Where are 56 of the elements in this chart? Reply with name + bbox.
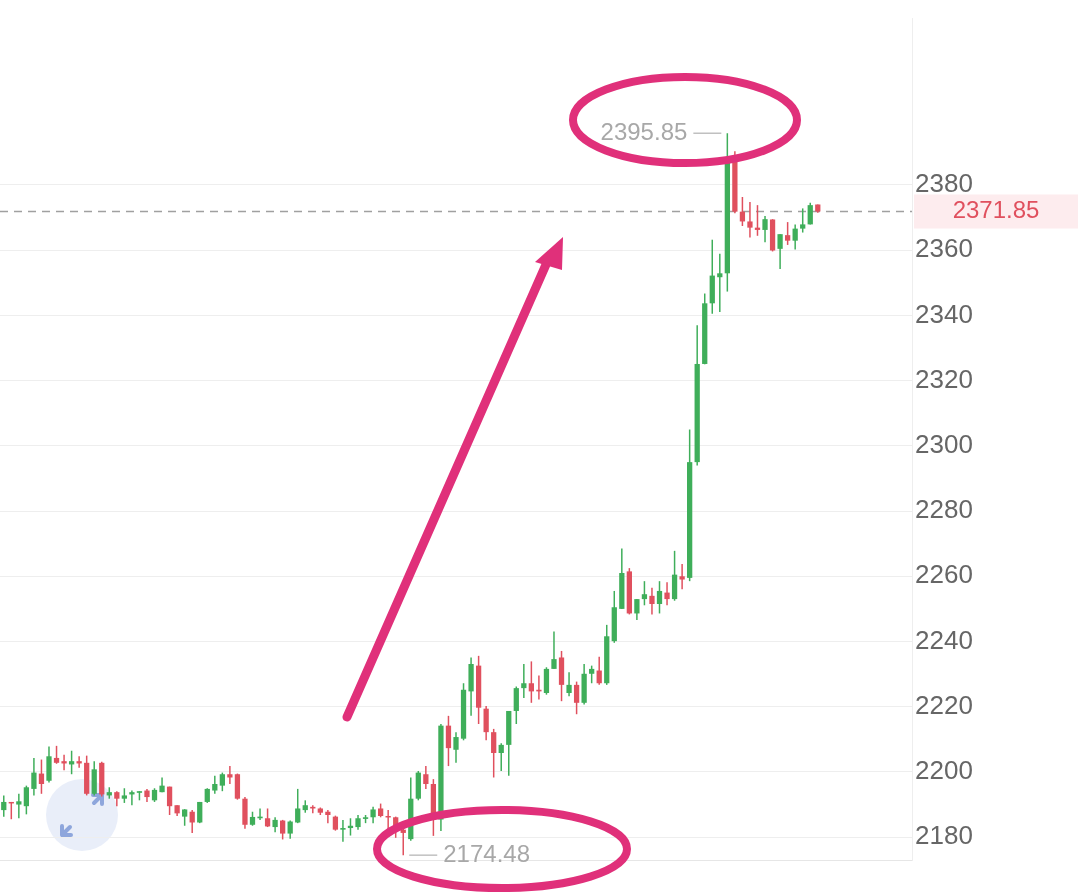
candlestick	[423, 765, 429, 790]
candlestick	[596, 656, 602, 686]
candlestick	[777, 233, 783, 270]
y-tick-label: 2280	[915, 494, 973, 525]
candlestick	[762, 215, 768, 244]
y-tick-label: 2340	[915, 298, 973, 329]
candlestick	[792, 223, 798, 251]
candlestick	[498, 742, 504, 772]
y-tick-label: 2180	[915, 820, 973, 851]
candlestick	[287, 819, 293, 840]
candlestick	[16, 793, 22, 820]
y-tick-label: 2200	[915, 755, 973, 786]
y-tick-label: 2360	[915, 233, 973, 264]
candlestick	[453, 731, 459, 764]
candlestick	[566, 671, 572, 698]
candlestick	[785, 221, 791, 246]
candlestick	[38, 758, 45, 795]
candlestick	[641, 580, 648, 607]
candlestick	[634, 598, 640, 621]
candlestick	[483, 705, 489, 742]
candlestick	[800, 207, 806, 234]
candlestick	[325, 809, 331, 824]
candlestick	[521, 663, 527, 699]
candlestick	[227, 765, 233, 785]
candlestick	[295, 788, 301, 824]
y-tick-label: 2260	[915, 559, 973, 590]
candlestick	[551, 630, 557, 670]
candlestick	[717, 252, 723, 313]
candlestick	[679, 563, 685, 591]
y-tick-label: 2320	[915, 363, 973, 394]
candlestick	[264, 807, 271, 828]
candlestick	[649, 586, 655, 616]
y-tick-label: 2220	[915, 689, 973, 720]
candlestick	[513, 685, 519, 725]
candlestick	[340, 819, 346, 843]
annotation: 2395.85	[600, 117, 688, 145]
candlestick	[61, 753, 67, 772]
y-tick-label: 2380	[915, 168, 973, 199]
ref-line-label: 2371.85	[952, 196, 1040, 224]
candlestick	[31, 757, 37, 797]
candlestick	[1, 794, 7, 818]
candlestick	[656, 580, 663, 615]
candlestick	[747, 201, 753, 239]
candlestick	[664, 581, 670, 607]
candlestick	[491, 728, 497, 779]
candlestick	[129, 789, 135, 806]
annotation: 2174.48	[443, 839, 531, 867]
candlestick	[445, 715, 452, 767]
candlestick	[219, 771, 225, 792]
candlestick	[528, 660, 535, 704]
y-tick-label: 2240	[915, 624, 973, 655]
candlestick	[573, 680, 580, 715]
candlestick	[166, 785, 173, 816]
candlestick	[23, 784, 30, 816]
y-tick-label: 2300	[915, 428, 973, 459]
candlestick	[280, 819, 286, 841]
